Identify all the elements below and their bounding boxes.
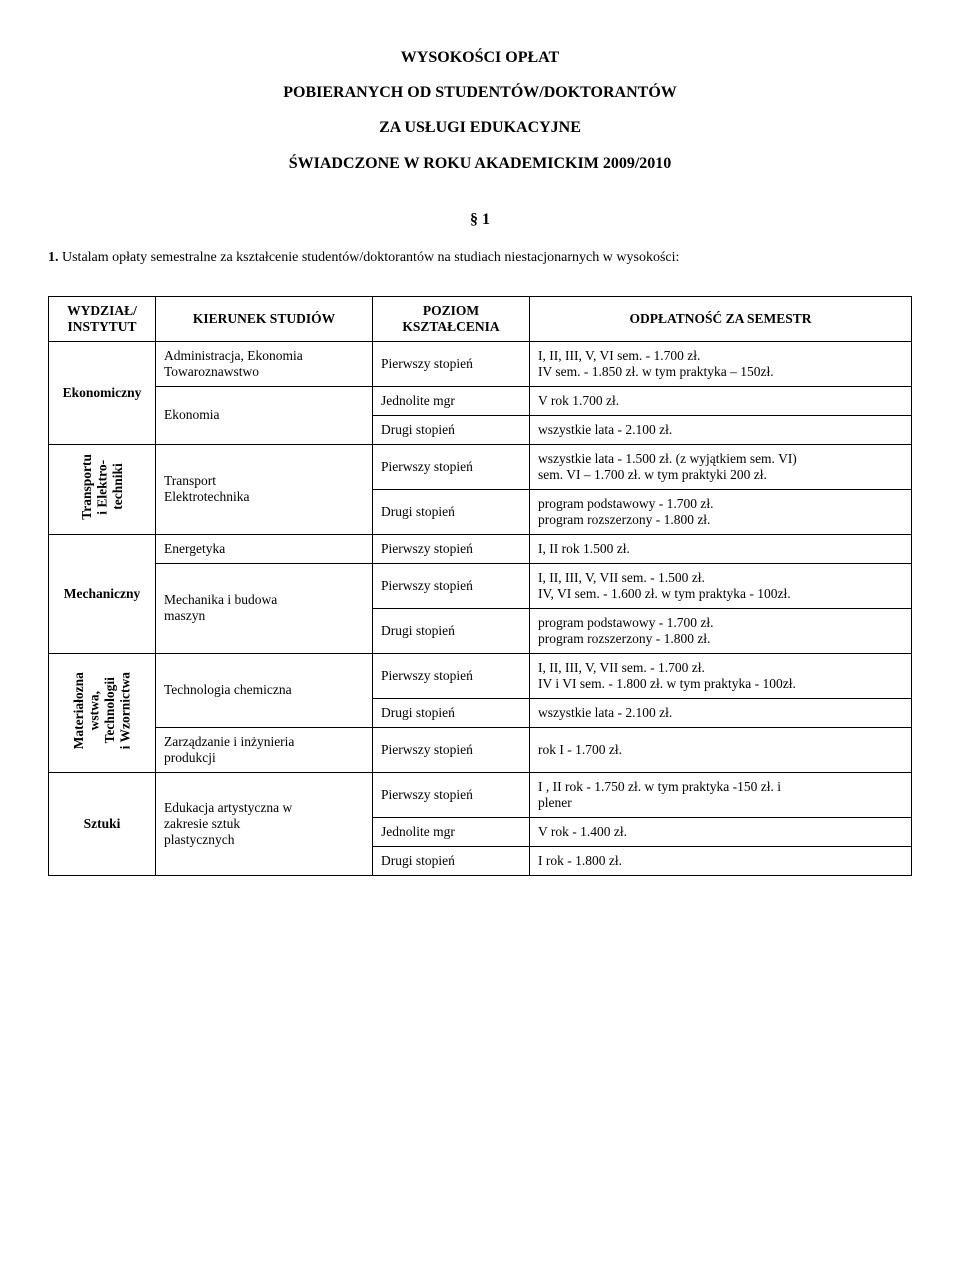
level-cell: Pierwszy stopień	[373, 653, 530, 698]
header-fee: ODPŁATNOŚĆ ZA SEMESTR	[530, 296, 912, 341]
section-number: § 1	[48, 211, 912, 229]
header-level: POZIOMKSZTAŁCENIA	[373, 296, 530, 341]
level-cell: Jednolite mgr	[373, 386, 530, 415]
table-header-row: WYDZIAŁ/INSTYTUT KIERUNEK STUDIÓW POZIOM…	[49, 296, 912, 341]
table-row: Mechanika i budowa maszyn Pierwszy stopi…	[49, 563, 912, 608]
dir-mechanika: Mechanika i budowa maszyn	[156, 563, 373, 653]
level-cell: Drugi stopień	[373, 698, 530, 727]
title-line-4: ŚWIADCZONE W ROKU AKADEMICKIM 2009/2010	[48, 146, 912, 181]
fee-cell: wszystkie lata - 2.100 zł.	[530, 415, 912, 444]
fee-cell: wszystkie lata - 2.100 zł.	[530, 698, 912, 727]
table-row: Zarządzanie i inżynieriaprodukcji Pierws…	[49, 727, 912, 772]
dir-zarzadzanie: Zarządzanie i inżynieriaprodukcji	[156, 727, 373, 772]
level-cell: Pierwszy stopień	[373, 772, 530, 817]
fee-cell: wszystkie lata - 1.500 zł. (z wyjątkiem …	[530, 444, 912, 489]
title-line-3: ZA USŁUGI EDUKACYJNE	[48, 110, 912, 145]
fee-cell: I , II rok - 1.750 zł. w tym praktyka -1…	[530, 772, 912, 817]
level-cell: Pierwszy stopień	[373, 341, 530, 386]
level-cell: Jednolite mgr	[373, 817, 530, 846]
fee-cell: I, II, III, V, VII sem. - 1.700 zł.IV i …	[530, 653, 912, 698]
level-cell: Pierwszy stopień	[373, 563, 530, 608]
dir-ekonomia: Ekonomia	[156, 386, 373, 444]
header-dept: WYDZIAŁ/INSTYTUT	[49, 296, 156, 341]
fee-cell: I, II, III, V, VI sem. - 1.700 zł.IV sem…	[530, 341, 912, 386]
fee-cell: program podstawowy - 1.700 zł.program ro…	[530, 608, 912, 653]
table-row: Sztuki Edukacja artystyczna wzakresie sz…	[49, 772, 912, 817]
table-row: Ekonomiczny Administracja, EkonomiaTowar…	[49, 341, 912, 386]
fees-table: WYDZIAŁ/INSTYTUT KIERUNEK STUDIÓW POZIOM…	[48, 296, 912, 876]
fee-cell: I, II rok 1.500 zł.	[530, 534, 912, 563]
level-cell: Pierwszy stopień	[373, 444, 530, 489]
level-cell: Drugi stopień	[373, 489, 530, 534]
dir-admin-ekon: Administracja, EkonomiaTowaroznawstwo	[156, 341, 373, 386]
dir-energetyka: Energetyka	[156, 534, 373, 563]
title-line-2: POBIERANYCH OD STUDENTÓW/DOKTORANTÓW	[48, 75, 912, 110]
dept-materialozna-label: Materiałoznawstwa,Technologiii Wzornictw…	[71, 672, 133, 749]
fee-cell: program podstawowy - 1.700 zł.program ro…	[530, 489, 912, 534]
header-direction: KIERUNEK STUDIÓW	[156, 296, 373, 341]
level-cell: Pierwszy stopień	[373, 727, 530, 772]
table-row: Materiałoznawstwa,Technologiii Wzornictw…	[49, 653, 912, 698]
table-row: Ekonomia Jednolite mgr V rok 1.700 zł.	[49, 386, 912, 415]
dept-transportu: Transportui Elektro-techniki	[49, 444, 156, 534]
dept-ekonomiczny: Ekonomiczny	[49, 341, 156, 444]
intro-paragraph: 1. Ustalam opłaty semestralne za kształc…	[48, 247, 912, 268]
level-cell: Drugi stopień	[373, 846, 530, 875]
dept-mechaniczny: Mechaniczny	[49, 534, 156, 653]
level-cell: Drugi stopień	[373, 608, 530, 653]
level-cell: Pierwszy stopień	[373, 534, 530, 563]
fee-cell: V rok 1.700 zł.	[530, 386, 912, 415]
dir-tech-chem: Technologia chemiczna	[156, 653, 373, 727]
dir-edukacja-art: Edukacja artystyczna wzakresie sztukplas…	[156, 772, 373, 875]
dept-sztuki: Sztuki	[49, 772, 156, 875]
fee-cell: rok I - 1.700 zł.	[530, 727, 912, 772]
table-row: Mechaniczny Energetyka Pierwszy stopień …	[49, 534, 912, 563]
level-cell: Drugi stopień	[373, 415, 530, 444]
fee-cell: V rok - 1.400 zł.	[530, 817, 912, 846]
dept-materialozna: Materiałoznawstwa,Technologiii Wzornictw…	[49, 653, 156, 772]
dir-transport: TransportElektrotechnika	[156, 444, 373, 534]
dept-transportu-label: Transportui Elektro-techniki	[79, 454, 126, 520]
fee-cell: I rok - 1.800 zł.	[530, 846, 912, 875]
fee-cell: I, II, III, V, VII sem. - 1.500 zł.IV, V…	[530, 563, 912, 608]
document-title: WYSOKOŚCI OPŁAT POBIERANYCH OD STUDENTÓW…	[48, 40, 912, 181]
table-row: Transportui Elektro-techniki TransportEl…	[49, 444, 912, 489]
title-line-1: WYSOKOŚCI OPŁAT	[48, 40, 912, 75]
intro-text: Ustalam opłaty semestralne za kształceni…	[62, 250, 679, 265]
intro-num: 1.	[48, 250, 59, 265]
